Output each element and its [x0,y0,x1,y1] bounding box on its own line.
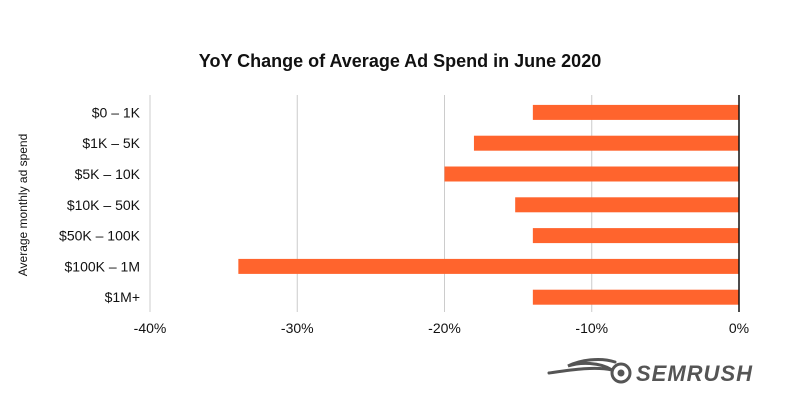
category-label: $1K – 5K [82,135,140,151]
category-label: $5K – 10K [75,166,141,182]
bar [444,166,739,182]
bar [532,228,739,244]
semrush-logo: SEMRUSH [547,357,753,386]
category-label: $10K – 50K [67,197,141,213]
category-label: $1M+ [105,289,140,305]
category-label: $0 – 1K [92,104,141,120]
bar [473,135,739,151]
x-tick-label: -30% [281,320,314,336]
x-tick-labels: -40% -30% -20% -10% 0% [134,320,749,336]
category-label: $50K – 100K [59,228,141,244]
x-tick-label: 0% [729,320,749,336]
semrush-logo-icon [547,357,632,384]
category-label: $100K – 1M [65,258,141,274]
bar [532,104,739,120]
bar [238,258,739,274]
semrush-wordmark: SEMRUSH [636,361,753,386]
bars [238,104,739,305]
x-tick-label: -20% [428,320,461,336]
category-labels: $0 – 1K $1K – 5K $5K – 10K $10K – 50K $50K –… [59,104,141,305]
bar [532,289,739,305]
y-axis-label: Average monthly ad spend [16,134,30,277]
x-tick-label: -10% [575,320,608,336]
chart-title: YoY Change of Average Ad Spend in June 2… [199,51,601,71]
bar [515,197,739,213]
x-tick-label: -40% [134,320,167,336]
